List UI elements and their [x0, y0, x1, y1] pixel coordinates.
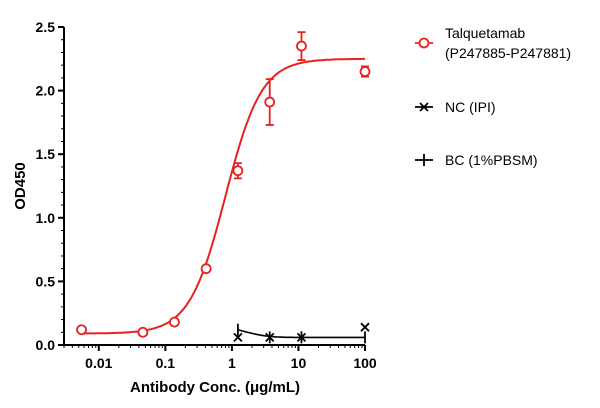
- y-tick-label: 0.5: [36, 273, 56, 289]
- legend-label-bc: BC (1%PBSM): [445, 152, 538, 168]
- legend-label-talquetamab-id: (P247885-P247881): [445, 45, 571, 61]
- talquetamab-data-point: [169, 316, 180, 328]
- legend-label-talquetamab: Talquetamab: [445, 25, 525, 41]
- talquetamab-data-point: [76, 324, 87, 336]
- y-axis-label: OD450: [12, 162, 29, 210]
- x-axis-label: Antibody Conc. (μg/mL): [130, 379, 300, 396]
- y-tick-label: 1.5: [36, 146, 56, 162]
- x-tick-label: 100: [353, 355, 377, 371]
- legend-label-nc: NC (IPI): [445, 99, 496, 115]
- talquetamab-data-point: [200, 263, 212, 275]
- x-tick-label: 1: [228, 355, 236, 371]
- talquetamab-data-point: [137, 326, 149, 338]
- nc-data-point: [233, 332, 243, 343]
- plot-marks: [76, 31, 371, 344]
- y-tick-label: 0.0: [36, 337, 56, 353]
- x-tick-label: 10: [291, 355, 307, 371]
- y-tick-label: 2.0: [36, 83, 56, 99]
- talquetamab-data-point: [359, 66, 371, 77]
- y-tick-label: 1.0: [36, 210, 56, 226]
- talquetamab-data-point: [296, 40, 307, 52]
- nc-data-point: [360, 322, 370, 332]
- legend: Talquetamab (P247885-P247881) NC (IPI) B…: [415, 25, 571, 168]
- axes: 0.0 0.5 1.0 1.5 2.0 2.5 0.01 0.1 1 10 100: [36, 19, 377, 371]
- x-tick-label: 0.01: [85, 355, 112, 371]
- legend-marker-talquetamab: [418, 37, 430, 49]
- legend-marker-nc: [419, 102, 429, 112]
- talquetamab-fit-curve: [81, 57, 365, 335]
- talquetamab-data-point: [264, 96, 276, 108]
- talquetamab-data-point: [232, 165, 244, 177]
- x-tick-label: 0.1: [156, 355, 176, 371]
- y-tick-label: 2.5: [36, 19, 56, 35]
